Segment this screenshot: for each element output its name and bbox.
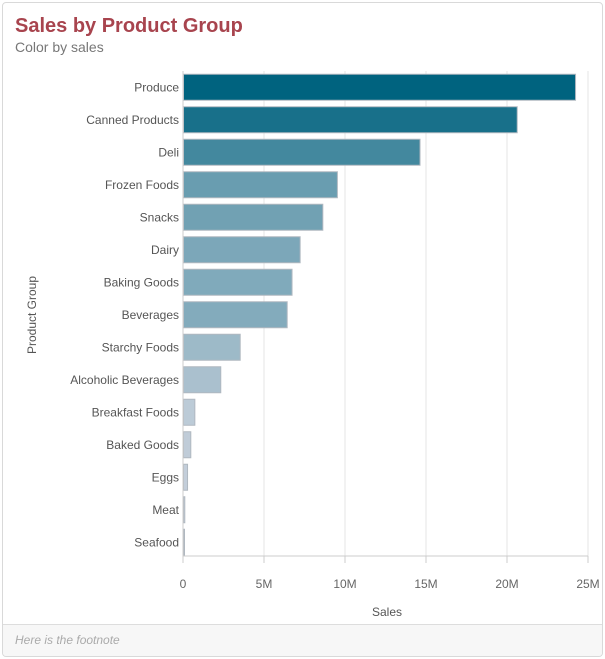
y-tick-label: Alcoholic Beverages bbox=[70, 373, 179, 387]
x-tick-label: 10M bbox=[333, 577, 356, 591]
bar[interactable] bbox=[183, 463, 189, 491]
y-tick-label: Breakfast Foods bbox=[92, 405, 179, 419]
footnote: Here is the footnote bbox=[15, 633, 120, 647]
y-tick-label: Starchy Foods bbox=[102, 340, 179, 354]
chart-subtitle: Color by sales bbox=[15, 39, 104, 55]
x-tick-label: 0 bbox=[180, 577, 187, 591]
y-tick-labels: Produce Canned Products Deli Frozen Foods Sn… bbox=[70, 80, 179, 549]
bar[interactable] bbox=[183, 171, 338, 199]
x-tick-label: 25M bbox=[576, 577, 599, 591]
bar[interactable] bbox=[183, 431, 192, 459]
bar[interactable] bbox=[183, 366, 222, 394]
x-tick-label: 15M bbox=[414, 577, 437, 591]
bar[interactable] bbox=[183, 106, 518, 134]
x-tick-label: 20M bbox=[495, 577, 518, 591]
y-tick-label: Seafood bbox=[134, 535, 179, 549]
bars bbox=[183, 73, 577, 556]
bar[interactable] bbox=[183, 73, 577, 101]
bar[interactable] bbox=[183, 333, 241, 361]
bar[interactable] bbox=[183, 203, 324, 231]
y-tick-label: Canned Products bbox=[86, 113, 179, 127]
y-axis-title: Product Group bbox=[25, 276, 39, 354]
y-tick-label: Snacks bbox=[140, 210, 179, 224]
y-tick-label: Eggs bbox=[152, 470, 179, 484]
bar[interactable] bbox=[183, 236, 301, 264]
bar[interactable] bbox=[183, 496, 186, 524]
x-tick-label: 5M bbox=[256, 577, 273, 591]
bar[interactable] bbox=[183, 301, 288, 329]
y-tick-label: Baked Goods bbox=[106, 438, 179, 452]
bar[interactable] bbox=[183, 138, 421, 166]
y-tick-label: Beverages bbox=[122, 308, 179, 322]
x-axis: 0 5M 10M 15M 20M 25M bbox=[180, 71, 600, 591]
bar-chart: Produce Canned Products Deli Frozen Foods Sn… bbox=[25, 71, 600, 619]
y-tick-label: Dairy bbox=[151, 243, 179, 257]
y-tick-label: Frozen Foods bbox=[105, 178, 179, 192]
y-tick-label: Deli bbox=[158, 145, 179, 159]
bar[interactable] bbox=[183, 398, 196, 426]
y-tick-label: Produce bbox=[134, 80, 179, 94]
y-tick-label: Meat bbox=[152, 503, 179, 517]
footer: Here is the footnote bbox=[3, 624, 602, 656]
bar[interactable] bbox=[183, 528, 185, 556]
x-axis-title: Sales bbox=[372, 605, 402, 619]
y-tick-label: Baking Goods bbox=[104, 275, 179, 289]
bar[interactable] bbox=[183, 268, 293, 296]
chart-title: Sales by Product Group bbox=[15, 15, 243, 37]
